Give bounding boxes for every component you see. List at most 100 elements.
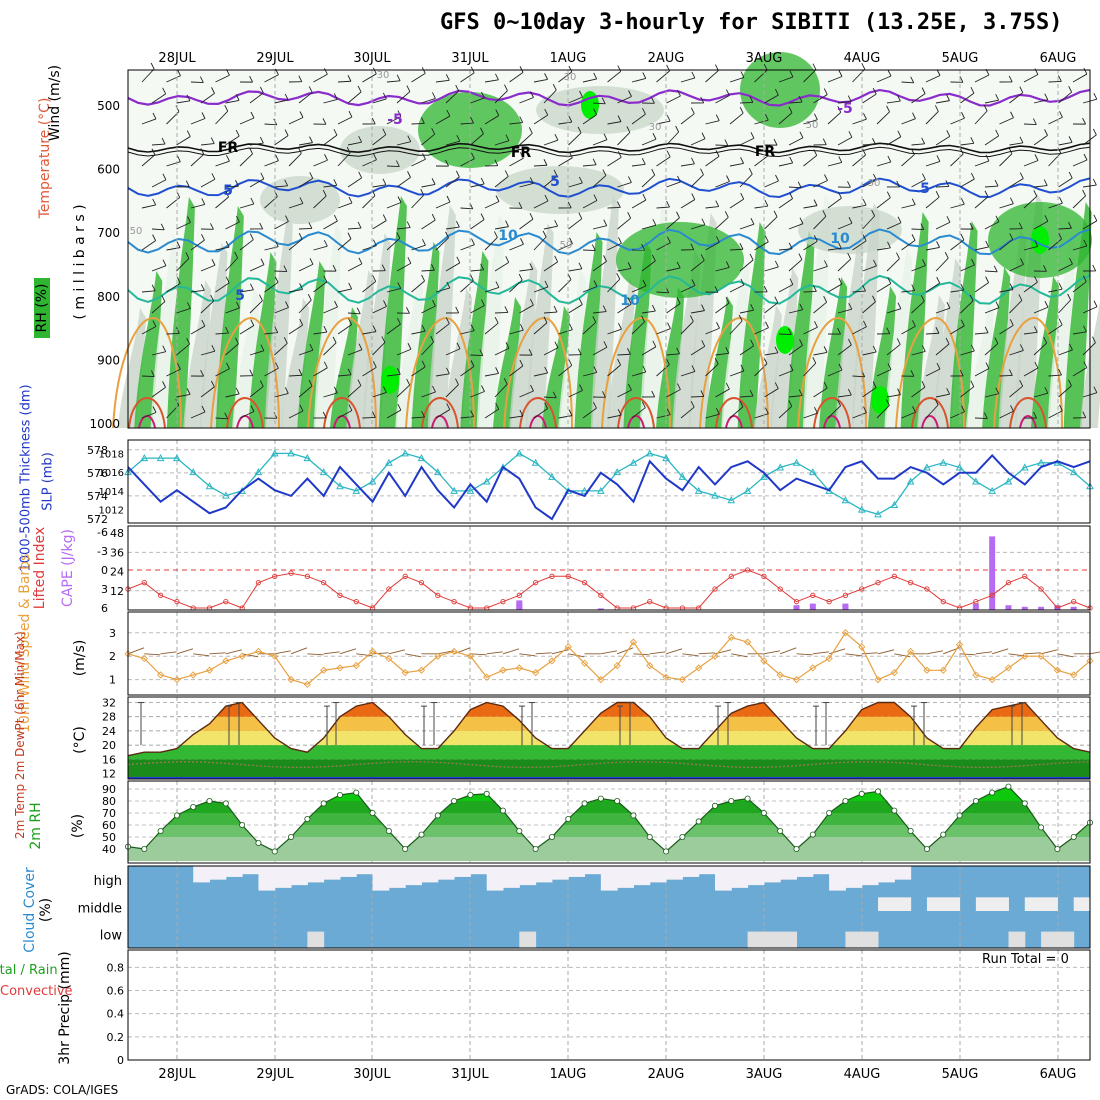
wind-barb [676,211,680,218]
wind-barb [641,346,657,356]
wind-barb [250,319,255,326]
wind-barb [421,98,436,104]
wind-barb [1058,227,1072,230]
cloud-high [225,866,243,877]
wind-barb [161,295,166,302]
lifted-index-point [337,592,343,598]
wind-barb [470,97,485,104]
wind-barb [199,76,204,83]
wind10m-tick: 3 [109,627,116,640]
slp-marker [939,458,948,466]
wind-barb [666,95,681,104]
slp-marker [988,486,997,494]
wind-barb [1092,264,1097,272]
wind-barb [739,102,753,104]
wind-barb [176,308,191,314]
wind-barb [239,411,255,419]
wind-barb [961,112,965,119]
wind-barb [484,79,499,83]
wind-barb [1009,92,1024,104]
wind-barb [641,401,646,408]
wind-barb [582,371,597,377]
wind-barb [347,141,362,146]
rh-shading [851,203,880,428]
wind-barb [837,327,841,335]
wind-barb [631,113,646,125]
wind10m-speed-point [613,661,621,670]
wind-barb [313,245,328,251]
wind-barb [803,69,817,83]
wind-barb [778,333,792,336]
wind10m-barb [176,648,194,655]
wind-barb [691,71,696,79]
temp-contour-20 [895,316,965,429]
wind-barb [249,386,264,398]
wind-barb [152,112,157,120]
wind-barb [504,170,509,177]
wind-barb [141,290,156,293]
wind-barb [591,244,596,251]
wind-barb [431,264,435,271]
wind-barb [215,160,230,167]
wind10m-speed-point [809,664,817,672]
wind-barb [1033,135,1048,146]
wind-barb [470,354,483,357]
wind-barb [984,99,999,104]
wind-barb [235,337,239,344]
wind-barb [347,312,361,315]
wind-barb [362,159,377,167]
wind-barb [995,129,1000,137]
wind-barb [141,154,156,167]
wind-barb [445,74,450,81]
wind-barb [764,216,778,230]
wind-barb [323,275,328,283]
wind-barb [484,115,500,125]
wind-barb [1048,288,1063,293]
rh2m-point [972,798,979,805]
rh-shading [281,298,310,428]
rh-shading [166,197,195,428]
wind-barb [274,135,289,146]
wind-barb [946,216,951,223]
wind-barb [827,111,842,125]
wind-barb [509,365,524,377]
wind-barb [285,215,289,222]
rh2m-point [336,792,343,799]
wind-barb [803,362,817,377]
wind10m-speed-point [303,680,311,688]
wind-barb [372,306,387,314]
wind-barb [847,181,851,188]
wind-barb [656,364,670,377]
wind-barb [519,323,524,331]
lifted-index-point [1022,573,1028,579]
wind-barb [691,365,696,372]
slp-marker [645,449,654,457]
wind-barb [298,75,303,82]
wind-barb [225,326,229,334]
wind-barb [186,130,191,137]
wind-barb [788,223,804,230]
wind-barb [627,262,632,269]
rh2m-point [646,834,653,841]
wind-barb [651,390,656,398]
wind-barb [397,282,402,289]
contour-label: 5 [920,181,930,197]
wind-barb [332,264,337,272]
wind-barb [1033,220,1049,230]
wind-barb [460,207,473,210]
wind-barb [1033,306,1049,314]
wind-barb [876,405,890,419]
wind10m-barb [356,653,373,657]
wind-barb [323,306,338,314]
wind-barb [729,248,744,251]
wind-barb [631,407,646,419]
wind-barb [176,155,181,162]
rh2m-point [842,798,849,805]
wind-barb [763,285,768,293]
wind-barb [935,343,950,356]
wind-barb [299,318,304,326]
wind-barb [960,319,965,327]
wind10m-barb [600,650,617,655]
wind-barb [876,369,892,377]
wind-barb [642,365,647,373]
